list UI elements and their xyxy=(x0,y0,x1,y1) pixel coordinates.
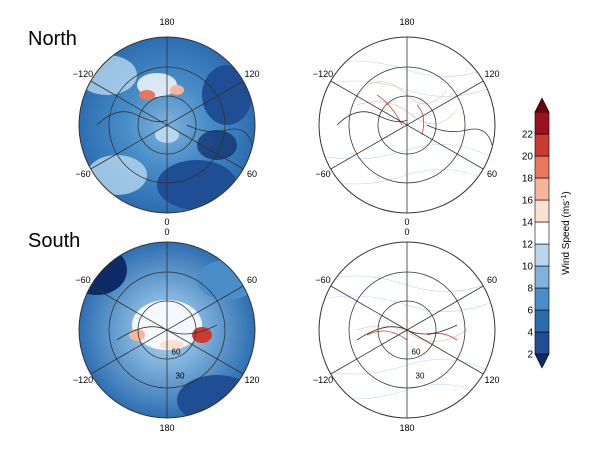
south-contour-lon-label-120: 120 xyxy=(484,375,500,385)
south-lon-label-60: 60 xyxy=(246,275,258,285)
colorbar-boxes xyxy=(534,97,550,369)
north-lon-label-neg120: −120 xyxy=(72,69,94,79)
colorbar-max-arrow xyxy=(534,97,550,113)
colorbar-box xyxy=(534,331,550,355)
colorbar-tick-label: 18 xyxy=(522,174,534,185)
colorbar-tick-label: 8 xyxy=(527,284,533,295)
north-contour-lon-label-0: 0 xyxy=(404,217,410,227)
north-contour-lon-label-60: 60 xyxy=(486,169,498,179)
colorbar-label: Wind Speed (ms-1) xyxy=(561,191,573,275)
north-contour-lon-label-neg60: −60 xyxy=(315,169,331,179)
south-lon-label-neg60: −60 xyxy=(75,275,91,285)
south-lon-label-0: 0 xyxy=(164,227,170,237)
colorbar-tick-label: 22 xyxy=(522,130,534,141)
south-filled-map xyxy=(78,241,256,419)
row-title-south: South xyxy=(28,230,81,252)
colorbar-box xyxy=(534,221,550,245)
north-contour-lon-label-180: 180 xyxy=(399,17,415,27)
colorbar-box xyxy=(534,265,550,289)
colorbar-box xyxy=(534,309,550,333)
colorbar-tick-label: 10 xyxy=(522,262,534,273)
colorbar-box xyxy=(534,155,550,179)
south-lon-label-120: 120 xyxy=(244,375,260,385)
north-lon-label-60: 60 xyxy=(246,169,258,179)
south-lat-label-30: 30 xyxy=(175,371,185,381)
colorbar: 2 4 6 8 10 12 14 16 18 20 22 Wind Speed (ms-1) xyxy=(522,97,573,369)
colorbar-box xyxy=(534,199,550,223)
colorbar-box xyxy=(534,111,550,135)
north-contour-lon-label-120: 120 xyxy=(484,69,500,79)
south-lon-label-180: 180 xyxy=(159,423,175,433)
north-filled-map xyxy=(78,36,256,214)
colorbar-box xyxy=(534,177,550,201)
south-contour-lon-label-neg120: −120 xyxy=(312,375,334,385)
colorbar-tick-label: 6 xyxy=(527,306,533,317)
north-contour-map xyxy=(318,36,496,214)
colorbar-tick-label: 14 xyxy=(522,218,534,229)
colorbar-tick-label: 20 xyxy=(522,152,534,163)
south-contour-lat-label-30: 30 xyxy=(415,371,425,381)
south-contour-lon-label-180: 180 xyxy=(399,423,415,433)
colorbar-ticks: 2 4 6 8 10 12 14 16 18 20 22 xyxy=(522,130,534,361)
colorbar-box xyxy=(534,287,550,311)
south-lat-label-60: 60 xyxy=(171,347,181,357)
colorbar-tick-label: 12 xyxy=(522,240,534,251)
colorbar-tick-label: 4 xyxy=(527,328,533,339)
south-contour-lon-label-0: 0 xyxy=(404,227,410,237)
north-contour-lon-label-neg120: −120 xyxy=(312,69,334,79)
north-lon-label-0: 0 xyxy=(164,217,170,227)
colorbar-tick-label: 2 xyxy=(527,350,533,361)
south-contour-lat-label-60: 60 xyxy=(411,347,421,357)
south-contour-lon-label-neg60: −60 xyxy=(315,275,331,285)
colorbar-box xyxy=(534,243,550,267)
colorbar-box xyxy=(534,133,550,157)
row-title-north: North xyxy=(28,28,77,50)
south-lon-label-neg120: −120 xyxy=(72,375,94,385)
south-contour-lon-label-60: 60 xyxy=(486,275,498,285)
south-contour-map xyxy=(318,241,496,419)
colorbar-min-arrow xyxy=(534,353,550,369)
north-lon-label-180: 180 xyxy=(159,17,175,27)
colorbar-tick-label: 16 xyxy=(522,196,534,207)
north-lon-label-120: 120 xyxy=(244,69,260,79)
north-lon-label-neg60: −60 xyxy=(75,169,91,179)
